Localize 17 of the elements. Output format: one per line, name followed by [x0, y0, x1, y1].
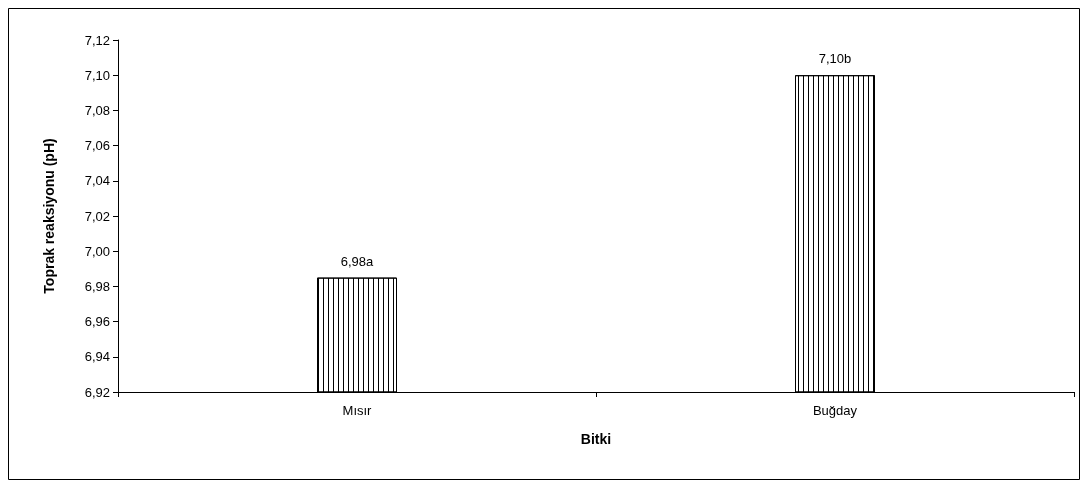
y-tick-label: 6,96	[84, 314, 110, 330]
y-tick-label: 6,92	[84, 384, 110, 400]
y-tick-label: 6,94	[84, 349, 110, 365]
y-tick-label: 7,12	[84, 32, 110, 48]
y-tick-label: 7,02	[84, 208, 110, 224]
y-tick-label: 7,08	[84, 102, 110, 118]
y-tick-label: 7,04	[84, 173, 110, 189]
y-axis-title: Toprak reaksiyonu (pH)	[41, 138, 57, 294]
x-tick-label: Buğday	[812, 403, 858, 418]
y-tick-label: 6,98	[84, 278, 110, 294]
y-tick-label: 7,06	[84, 138, 110, 154]
y-tick-label: 7,10	[84, 67, 110, 83]
data-label: 7,10b	[818, 51, 852, 67]
y-tick-label: 7,00	[84, 243, 110, 259]
x-axis-title: Bitki	[580, 431, 612, 447]
data-label: 6,98a	[340, 253, 375, 269]
x-tick-label: Mısır	[342, 403, 373, 418]
